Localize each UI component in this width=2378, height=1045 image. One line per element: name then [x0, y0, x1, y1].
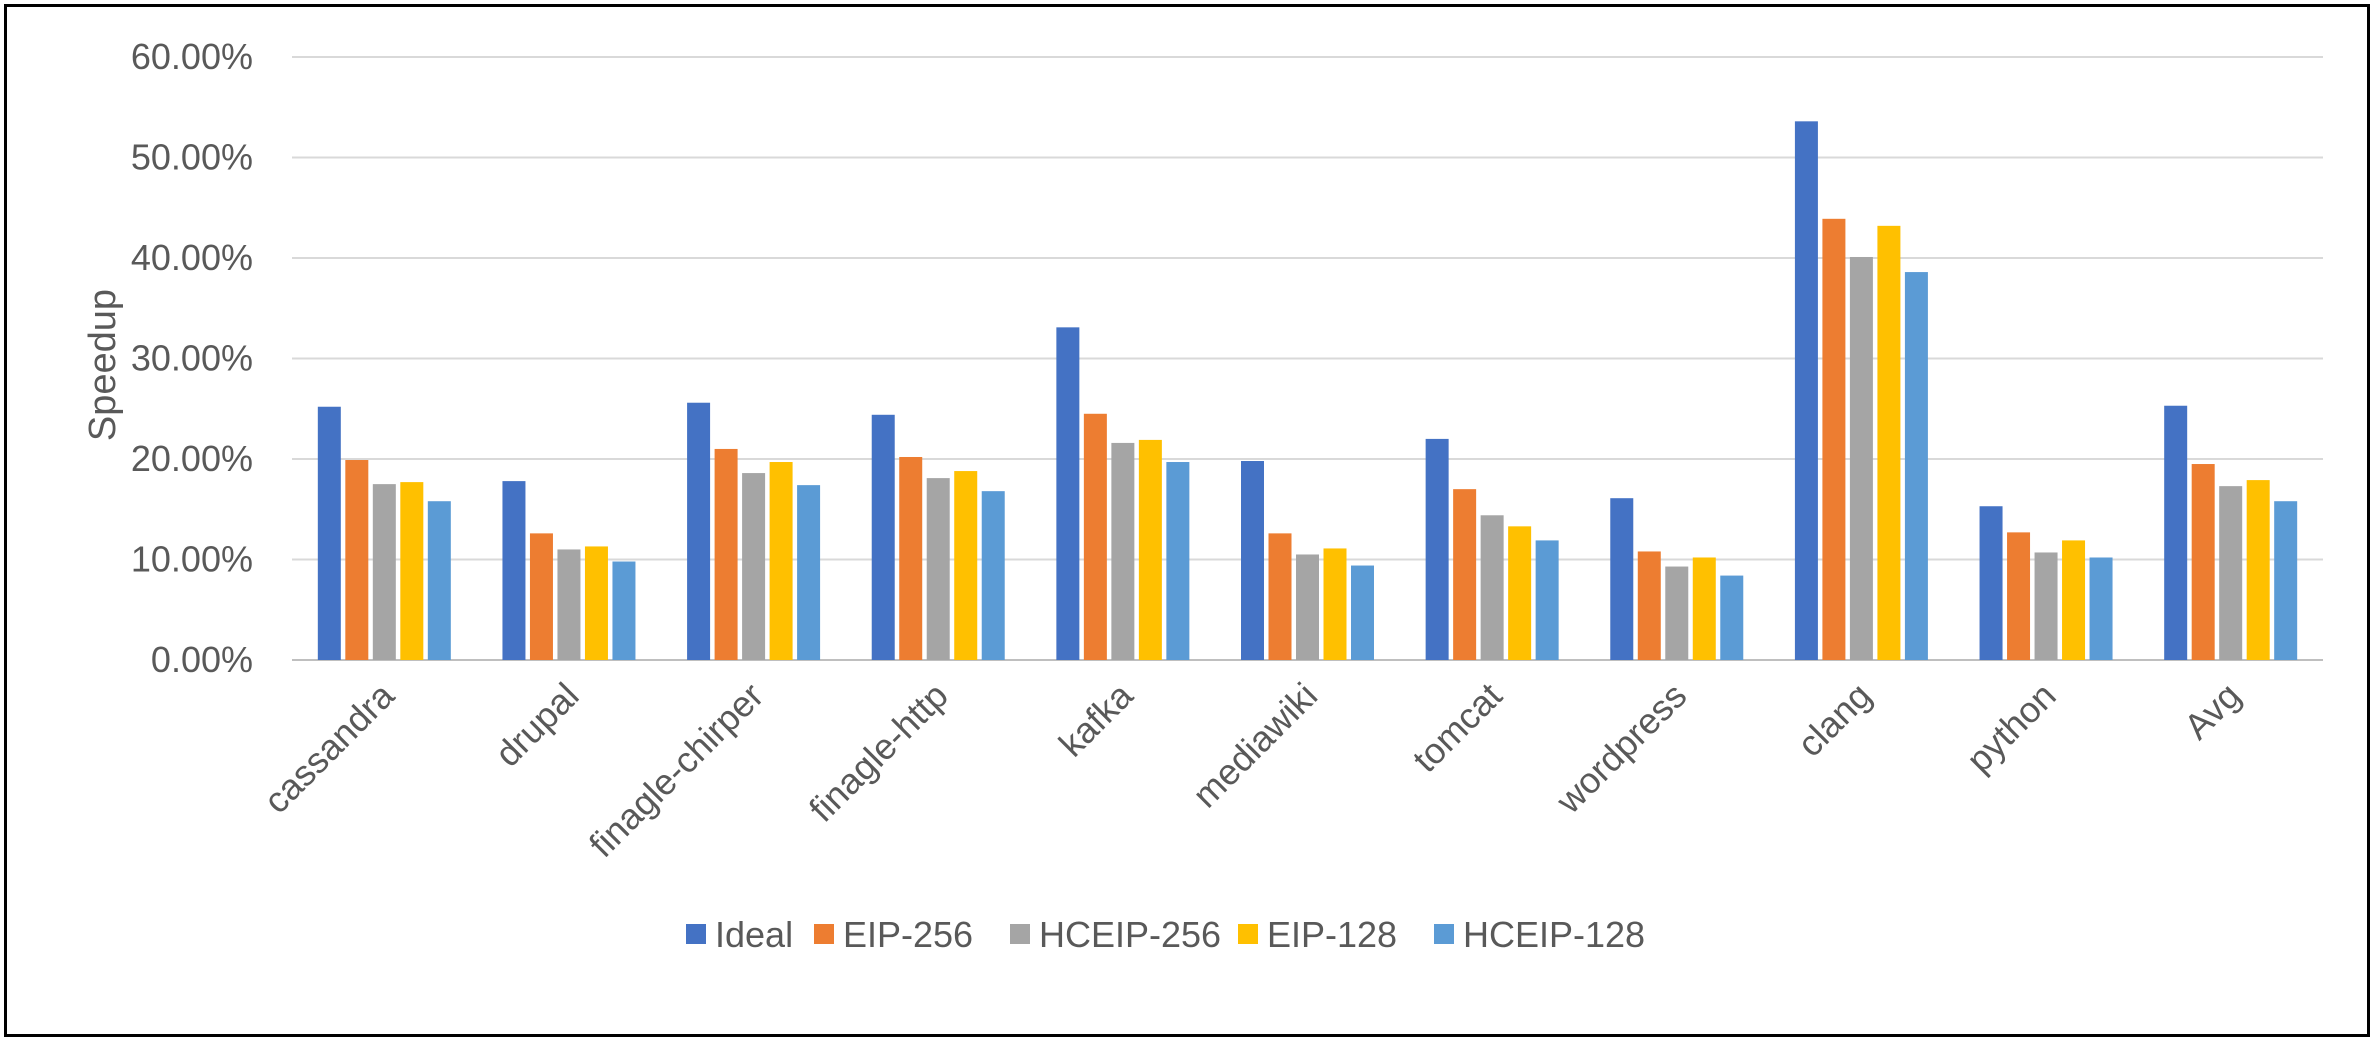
x-tick-label: python — [1958, 675, 2063, 780]
bar-eip-256-kafka — [1083, 413, 1107, 660]
bar-eip-128-kafka — [1138, 439, 1162, 660]
y-tick-label: 40.00% — [131, 237, 253, 278]
x-tick-label: finagle-http — [801, 675, 956, 830]
legend-label-eip-256: EIP-256 — [843, 914, 973, 955]
bar-eip-256-tomcat — [1453, 489, 1477, 660]
bar-eip-128-wordpress — [1692, 557, 1716, 660]
bar-ideal-clang — [1794, 121, 1818, 660]
bar-eip-256-drupal — [529, 533, 553, 660]
bar-hceip-128-clang — [1904, 272, 1928, 660]
y-tick-label: 20.00% — [131, 438, 253, 479]
legend-swatch-eip-128 — [1238, 924, 1258, 944]
bar-hceip-128-finagle-chirper — [797, 485, 821, 660]
bar-hceip-256-clang — [1849, 256, 1873, 660]
y-axis-label: Speedup — [82, 289, 124, 441]
legend: Ideal EIP-256 HCEIP-256 EIP-128 HCEIP-128 — [686, 914, 1645, 955]
bar-ideal-tomcat — [1425, 438, 1449, 660]
bar-eip-256-python — [2007, 532, 2031, 660]
bar-eip-128-avg — [2246, 480, 2270, 660]
bar-eip-256-wordpress — [1637, 551, 1661, 660]
bar-hceip-256-avg — [2219, 486, 2243, 660]
legend-label-hceip-256: HCEIP-256 — [1039, 914, 1221, 955]
bar-ideal-cassandra — [317, 406, 341, 660]
bar-hceip-256-wordpress — [1665, 566, 1689, 660]
bar-ideal-drupal — [502, 481, 526, 660]
bar-hceip-128-kafka — [1166, 462, 1190, 660]
bar-eip-256-avg — [2191, 464, 2215, 660]
bar-eip-128-clang — [1877, 225, 1901, 660]
x-tick-label: Avg — [2176, 675, 2248, 747]
y-tick-label: 10.00% — [131, 539, 253, 580]
bar-eip-128-finagle-http — [954, 471, 978, 660]
legend-swatch-ideal — [686, 924, 706, 944]
bar-ideal-mediawiki — [1241, 461, 1264, 660]
bar-eip-128-tomcat — [1508, 526, 1532, 660]
gridlines — [292, 56, 2323, 661]
bar-hceip-128-drupal — [612, 561, 636, 660]
legend-swatch-hceip-256 — [1010, 924, 1030, 944]
y-tick-label: 50.00% — [131, 137, 253, 178]
bar-ideal-wordpress — [1610, 498, 1634, 660]
x-tick-label: wordpress — [1547, 675, 1694, 822]
y-tick-label: 0.00% — [151, 639, 253, 680]
bar-ideal-kafka — [1056, 327, 1080, 660]
bar-hceip-128-wordpress — [1720, 575, 1744, 660]
bar-hceip-128-tomcat — [1535, 540, 1559, 660]
bar-chart: 0.00% 10.00% 20.00% 30.00% 40.00% 50.00% 60.00… — [82, 36, 2323, 955]
bar-eip-128-python — [2062, 540, 2086, 660]
x-tick-label: kafka — [1051, 674, 1142, 765]
y-tick-label: 30.00% — [131, 338, 253, 379]
bar-eip-256-cassandra — [345, 460, 369, 660]
bar-eip-128-finagle-chirper — [769, 462, 793, 660]
bar-ideal-finagle-http — [871, 414, 895, 660]
bar-hceip-256-kafka — [1111, 442, 1135, 660]
x-tick-label: mediawiki — [1184, 675, 1325, 816]
bar-ideal-avg — [2164, 405, 2188, 660]
bar-hceip-128-avg — [2274, 501, 2298, 660]
y-tick-label: 60.00% — [131, 36, 253, 77]
bar-hceip-256-cassandra — [372, 484, 396, 660]
bar-hceip-256-finagle-http — [926, 478, 950, 660]
legend-label-hceip-128: HCEIP-128 — [1463, 914, 1645, 955]
bar-eip-256-finagle-chirper — [714, 448, 738, 660]
bar-eip-128-cassandra — [400, 482, 424, 660]
y-axis-ticks: 0.00% 10.00% 20.00% 30.00% 40.00% 50.00% 60.00… — [131, 36, 253, 680]
bar-eip-256-mediawiki — [1268, 533, 1292, 660]
bar-eip-128-drupal — [584, 546, 608, 660]
bar-hceip-256-tomcat — [1480, 515, 1504, 660]
bar-hceip-128-mediawiki — [1351, 565, 1374, 660]
bar-eip-256-finagle-http — [899, 456, 923, 660]
bars — [317, 121, 2298, 660]
chart-frame: 0.00% 10.00% 20.00% 30.00% 40.00% 50.00% 60.00… — [4, 4, 2370, 1037]
bar-hceip-256-drupal — [557, 549, 581, 660]
bar-hceip-128-cassandra — [427, 501, 451, 660]
bar-eip-256-clang — [1822, 218, 1846, 660]
x-tick-label: drupal — [487, 675, 587, 775]
bar-hceip-256-mediawiki — [1296, 554, 1319, 660]
legend-label-eip-128: EIP-128 — [1267, 914, 1397, 955]
bar-hceip-256-python — [2034, 552, 2058, 660]
bar-ideal-finagle-chirper — [687, 402, 711, 660]
bar-hceip-128-finagle-http — [981, 491, 1005, 660]
legend-label-ideal: Ideal — [715, 914, 793, 955]
bar-ideal-python — [1979, 506, 2003, 660]
bar-hceip-128-python — [2089, 557, 2113, 660]
bar-hceip-256-finagle-chirper — [742, 473, 766, 660]
x-tick-label: cassandra — [256, 674, 403, 821]
bar-eip-128-mediawiki — [1323, 548, 1347, 660]
x-tick-label: finagle-chirper — [581, 675, 771, 865]
legend-swatch-eip-256 — [814, 924, 834, 944]
x-tick-label: clang — [1789, 675, 1879, 765]
legend-swatch-hceip-128 — [1434, 924, 1454, 944]
x-tick-label: tomcat — [1404, 675, 1509, 780]
